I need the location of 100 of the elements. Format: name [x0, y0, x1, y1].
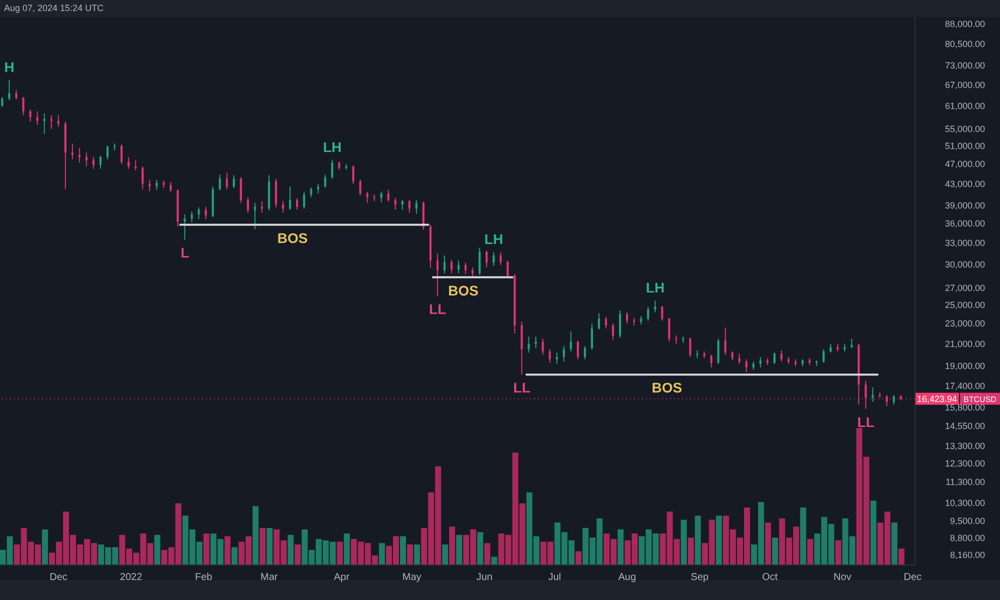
candlestick: [710, 354, 712, 368]
candlestick: [506, 260, 509, 279]
candlestick: [520, 321, 523, 376]
y-tick-label: 36,000.00: [944, 218, 985, 229]
candlestick: [394, 197, 396, 210]
candlestick: [15, 89, 18, 100]
candlestick: [478, 247, 481, 276]
x-tick-label: Mar: [260, 572, 278, 584]
bar: [716, 516, 722, 565]
candlestick: [542, 338, 544, 356]
bar: [870, 500, 876, 565]
x-tick-label: Apr: [334, 572, 350, 584]
candlestick: [464, 262, 467, 275]
bar: [891, 522, 898, 565]
bar: [288, 534, 294, 565]
candlestick: [408, 200, 410, 214]
y-tick-label: 55,000.00: [944, 124, 985, 134]
candlestick: [128, 156, 130, 170]
candlestick: [647, 306, 650, 322]
candlestick: [36, 110, 38, 126]
text: BTCUSD: [964, 394, 997, 404]
annotation: H: [4, 58, 14, 75]
candlestick: [317, 183, 320, 194]
candlestick: [562, 346, 565, 362]
y-tick-label: 23,000.00: [944, 318, 985, 329]
candlestick: [492, 251, 495, 266]
annotation: BOS: [652, 380, 682, 396]
y-tick-label: 30,000.00: [944, 259, 985, 270]
y-tick-label: 33,000.00: [944, 238, 985, 248]
y-tick-label: 27,000.00: [944, 282, 985, 293]
x-tick-label: Oct: [762, 572, 778, 584]
candlestick: [668, 317, 670, 342]
bar: [266, 528, 273, 565]
bar: [898, 548, 904, 565]
candlestick: [759, 356, 762, 368]
annotation: LH: [484, 230, 504, 247]
candlestick: [148, 179, 151, 192]
candlestick: [380, 191, 382, 203]
y-tick-label: 12,300.00: [944, 458, 985, 468]
candlestick: [366, 191, 368, 204]
candlestick: [156, 179, 158, 191]
y-tick-label: 14,550.00: [944, 420, 985, 431]
y-tick-label: 13,300.00: [944, 440, 985, 451]
x-tick-label: 2022: [120, 572, 143, 584]
bar: [414, 544, 420, 565]
candlestick: [50, 114, 52, 130]
y-tick-label: 10,300.00: [944, 498, 985, 508]
bar: [203, 533, 210, 565]
annotation: BOS: [448, 282, 479, 298]
candlestick: [780, 350, 783, 362]
candlestick: [170, 182, 172, 192]
text: Aug 07, 2024 15:24 UTC: [4, 3, 104, 14]
candlestick: [1, 96, 4, 108]
x-tick-label: Nov: [834, 572, 852, 584]
candlestick: [584, 346, 586, 360]
candlestick: [29, 109, 32, 122]
candlestick: [359, 179, 362, 196]
candlestick: [458, 260, 460, 274]
bar: [688, 538, 694, 565]
y-tick-label: 15,800.00: [944, 402, 985, 412]
candlestick: [106, 145, 109, 160]
annotation: LH: [646, 280, 665, 296]
candlestick: [324, 174, 326, 188]
candlestick: [436, 252, 439, 297]
x-tick-label: Aug: [618, 572, 636, 584]
bar: [800, 507, 806, 565]
candlestick: [198, 206, 200, 220]
candlestick: [240, 176, 242, 204]
bar: [456, 534, 462, 565]
candlestick: [689, 337, 692, 358]
x-tick-label: Dec: [50, 572, 68, 584]
candlestick: [548, 348, 551, 364]
bar: [484, 543, 490, 565]
y-tick-label: 88,000.00: [944, 18, 985, 29]
candlestick: [401, 200, 404, 210]
candlestick: [773, 352, 776, 364]
candlestick: [745, 358, 748, 373]
candlestick: [472, 266, 474, 277]
x-tick-label: Feb: [194, 572, 213, 584]
y-tick-label: 43,000.00: [944, 178, 985, 189]
annotation: LL: [513, 380, 531, 396]
candlestick: [598, 312, 600, 330]
candlestick: [576, 340, 579, 360]
candlestick: [120, 144, 123, 165]
y-tick-label: 9,500.00: [950, 516, 985, 526]
x-tick-label: Dec: [904, 572, 922, 584]
candlestick: [590, 323, 593, 350]
x-tick-label: Jun: [476, 572, 492, 584]
candlestick: [612, 323, 614, 340]
y-tick-label: 21,000.00: [944, 338, 985, 349]
y-tick-label: 39,000.00: [944, 200, 985, 211]
candlestick: [289, 186, 292, 210]
candlestick: [415, 200, 418, 214]
candlestick: [450, 259, 453, 274]
candlestick: [8, 79, 10, 101]
candlestick: [142, 166, 144, 190]
candlestick: [872, 386, 874, 402]
candlestick: [604, 316, 608, 329]
bar: [576, 551, 582, 565]
x-tick-label: Jul: [548, 572, 562, 584]
